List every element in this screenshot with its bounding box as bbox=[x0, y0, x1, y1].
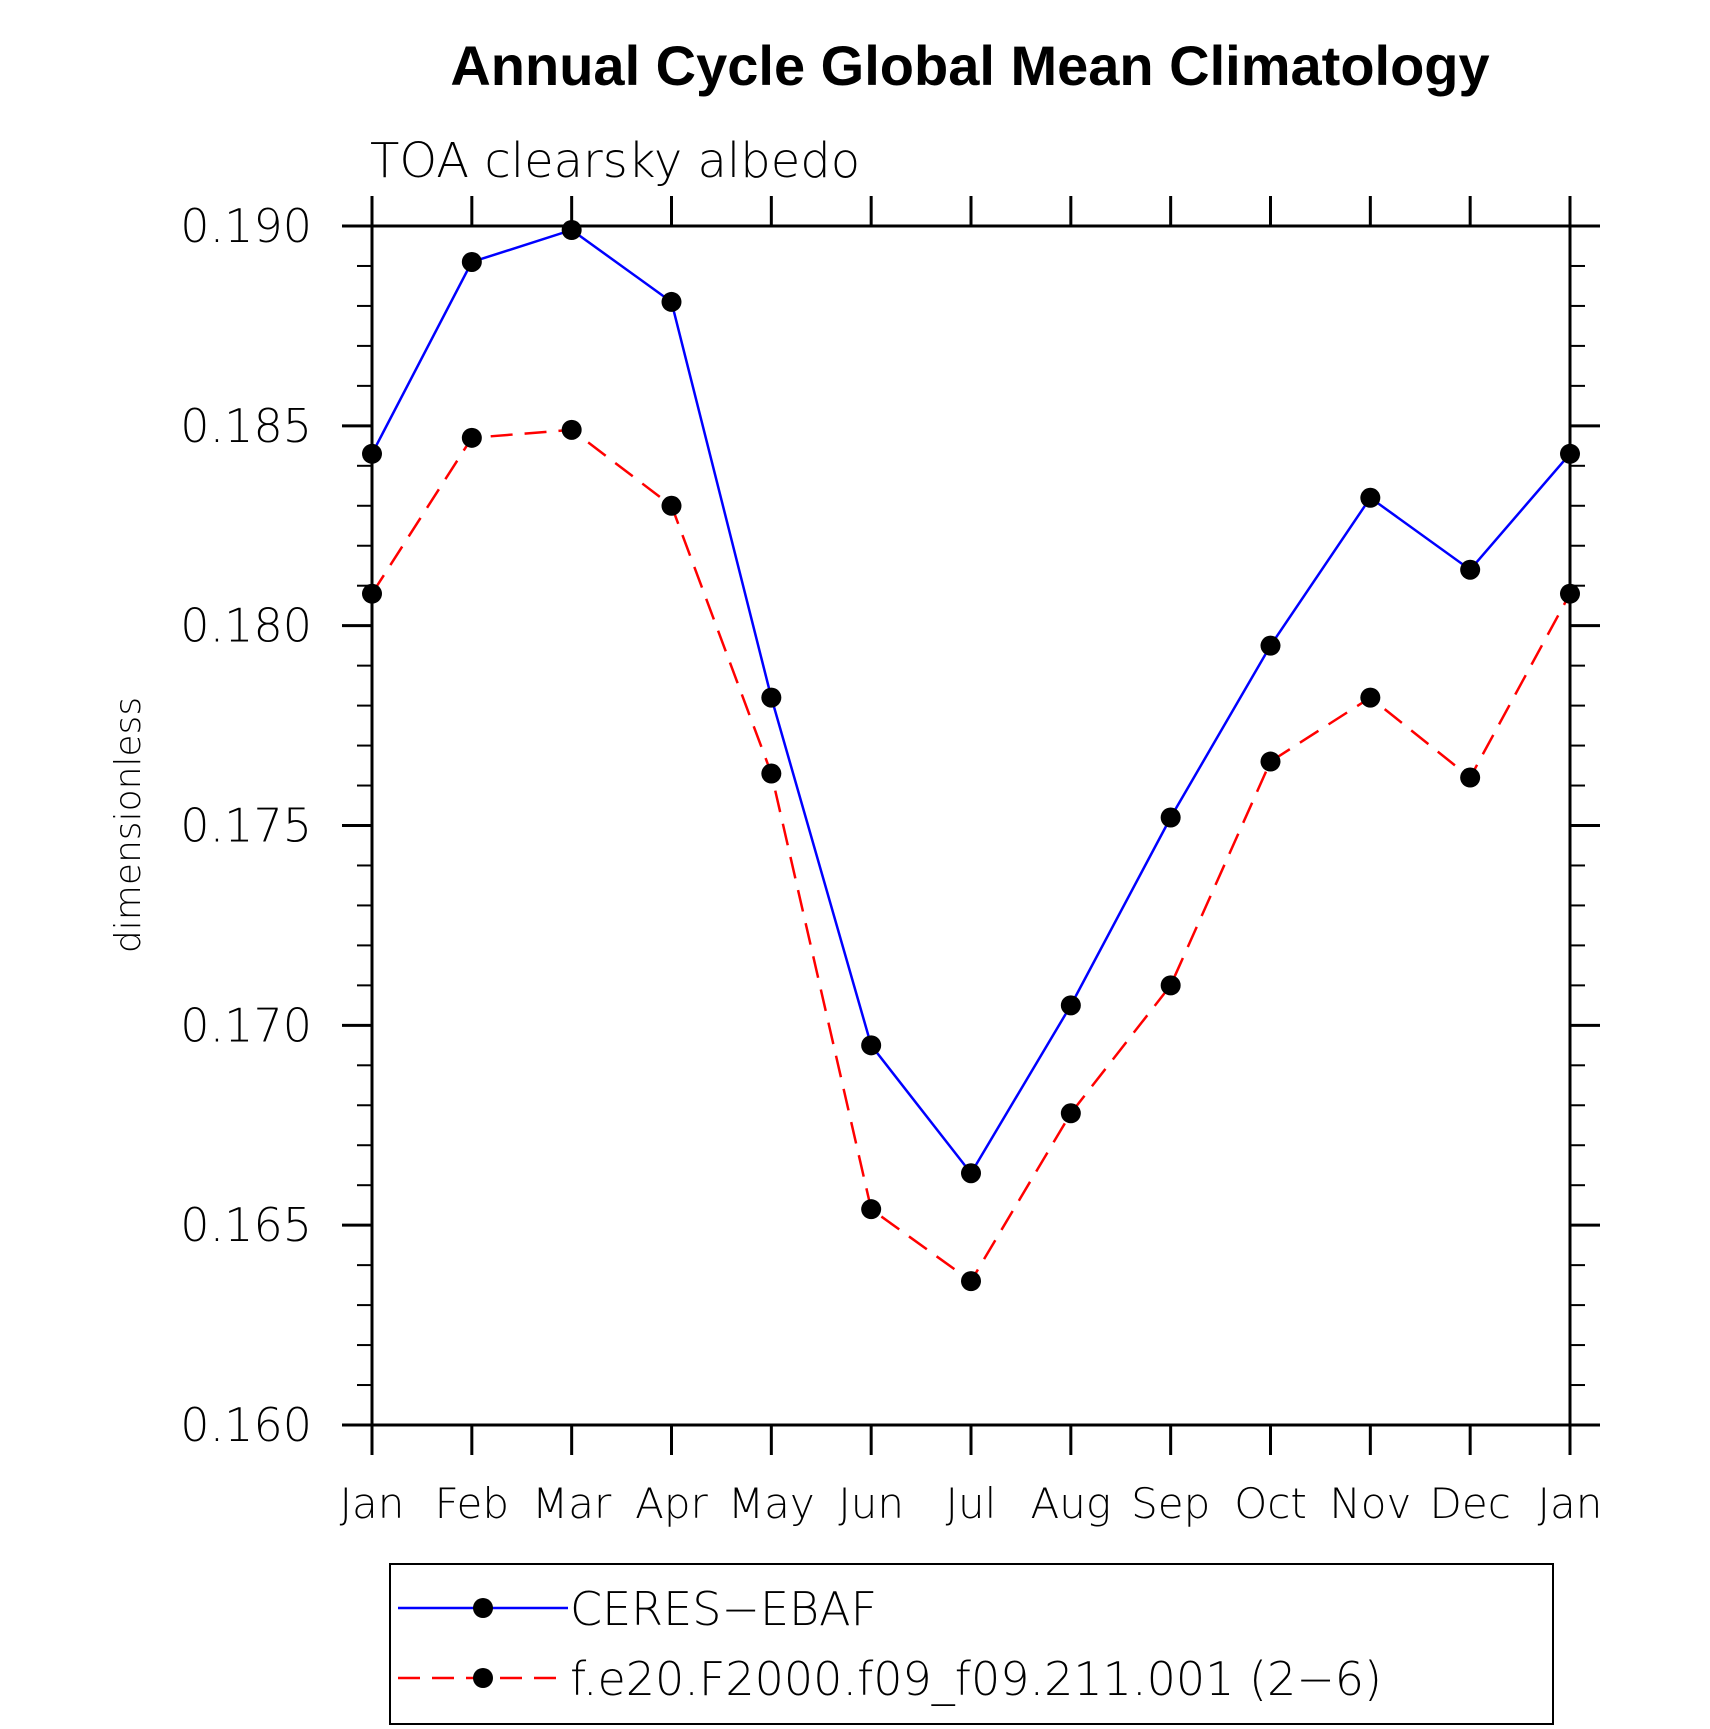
legend-marker-1 bbox=[473, 1668, 493, 1688]
x-tick-label: Aug bbox=[1031, 1479, 1112, 1528]
x-tick-labels: Jan Feb Mar Apr May Jun Jul Aug Sep Oct Nov Dec Jan bbox=[340, 1479, 1603, 1528]
y-tick-label: 0.185 bbox=[180, 399, 312, 453]
series-1-point bbox=[1260, 751, 1281, 772]
x-tick-label: Sep bbox=[1131, 1479, 1210, 1528]
y-tick-label: 0.160 bbox=[180, 1398, 312, 1452]
x-tick-label: Feb bbox=[435, 1479, 509, 1528]
series-1-point bbox=[761, 763, 782, 784]
x-tick-label: May bbox=[728, 1479, 815, 1528]
series-1-point bbox=[1360, 687, 1381, 708]
series-0-point bbox=[1460, 559, 1481, 580]
x-tick-label: Jun bbox=[838, 1479, 904, 1528]
x-tick-label: Jan bbox=[340, 1479, 405, 1528]
y-tick-label: 0.170 bbox=[180, 998, 312, 1052]
y-tick-label: 0.180 bbox=[180, 599, 312, 653]
series-0-point bbox=[1060, 995, 1081, 1016]
series-0-point bbox=[861, 1035, 882, 1056]
y-tick-labels: 0.160 0.165 0.170 0.175 0.180 0.185 0.190 bbox=[180, 199, 312, 1452]
plot-frame bbox=[370, 224, 1572, 1427]
y-tick-label: 0.165 bbox=[180, 1198, 312, 1252]
x-tick-label: Apr bbox=[635, 1479, 708, 1528]
x-tick-label: Dec bbox=[1430, 1479, 1511, 1528]
series-line-1 bbox=[370, 428, 1572, 1283]
chart-title: Annual Cycle Global Mean Climatology bbox=[450, 34, 1489, 97]
y-axis-label: dimensionless bbox=[108, 697, 149, 953]
series-0-point bbox=[461, 251, 482, 272]
series-0-point bbox=[561, 219, 582, 240]
series-1-point bbox=[661, 495, 682, 516]
series-1-point bbox=[1060, 1103, 1081, 1124]
series-0-point bbox=[1560, 443, 1580, 464]
y-tick-label: 0.190 bbox=[180, 199, 312, 253]
legend-marker-0 bbox=[473, 1598, 493, 1618]
x-tick-label: Mar bbox=[532, 1479, 612, 1528]
legend: CERES−EBAF f.e20.F2000.f09_f09.211.001 (2… bbox=[398, 1582, 1382, 1706]
legend-label-0: CERES−EBAF bbox=[570, 1582, 877, 1636]
series-1-point bbox=[561, 419, 582, 440]
series-0-point bbox=[1160, 807, 1181, 828]
series-1-point bbox=[861, 1199, 882, 1220]
legend-label-1: f.e20.F2000.f09_f09.211.001 (2−6) bbox=[570, 1652, 1382, 1706]
series-0-point bbox=[1360, 487, 1381, 508]
series-0-point bbox=[1260, 635, 1281, 656]
x-tick-label: Oct bbox=[1234, 1479, 1307, 1528]
chart-subtitle: TOA clearsky albedo bbox=[370, 133, 860, 189]
series-0-point bbox=[362, 443, 382, 464]
series-0-point bbox=[961, 1163, 981, 1184]
series-1-point bbox=[1460, 767, 1481, 788]
series-0-point bbox=[761, 687, 782, 708]
series-0-point bbox=[661, 291, 682, 312]
series-line-0 bbox=[370, 228, 1571, 1176]
series-1-point bbox=[1160, 975, 1181, 996]
series-1-point bbox=[461, 427, 482, 448]
x-tick-label: Nov bbox=[1329, 1479, 1411, 1528]
series-1-point bbox=[1560, 583, 1580, 604]
x-tick-label: Jul bbox=[946, 1479, 997, 1528]
legend-box bbox=[389, 1563, 1554, 1725]
series-1-point bbox=[961, 1271, 981, 1292]
y-tick-label: 0.175 bbox=[180, 799, 312, 853]
x-tick-label: Jan bbox=[1538, 1479, 1603, 1528]
series-1-point bbox=[362, 583, 382, 604]
axis-ticks bbox=[342, 196, 1600, 1455]
series-layer bbox=[362, 219, 1580, 1292]
